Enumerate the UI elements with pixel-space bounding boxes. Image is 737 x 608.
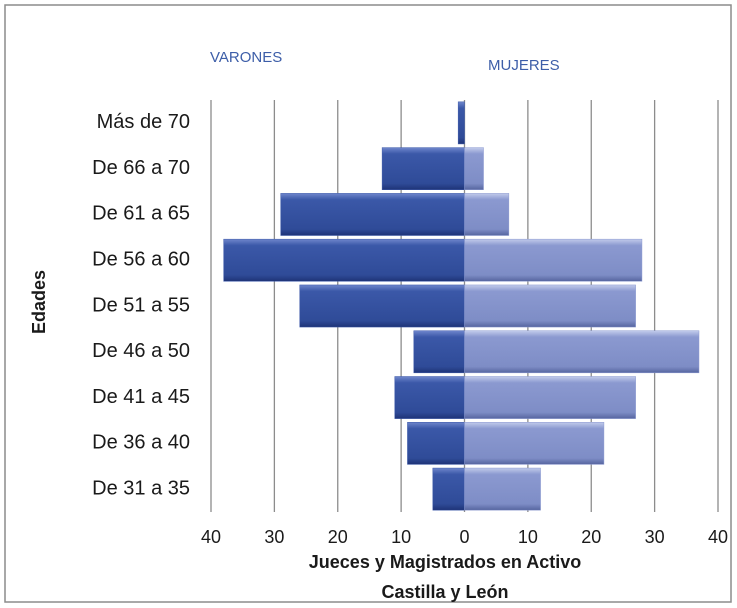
y-tick-label: De 56 a 60 <box>92 249 190 271</box>
y-tick-label: Más de 70 <box>97 111 190 133</box>
bar <box>432 467 465 511</box>
x-tick-label: 30 <box>264 527 284 547</box>
x-tick-label: 10 <box>391 527 411 547</box>
y-axis-title: Edades <box>29 270 49 334</box>
y-tick-label: De 51 a 55 <box>92 294 190 316</box>
x-axis-title: Jueces y Magistrados en Activo <box>309 552 581 572</box>
bar <box>464 284 636 328</box>
y-tick-label: De 36 a 40 <box>92 432 190 454</box>
bar <box>464 376 636 419</box>
bar <box>394 376 465 419</box>
x-tick-label: 40 <box>708 527 728 547</box>
x-axis-title: Castilla y León <box>381 582 508 602</box>
side-label: VARONES <box>210 49 282 66</box>
bar <box>280 193 465 236</box>
bar <box>464 193 510 236</box>
y-tick-label: De 46 a 50 <box>92 340 190 362</box>
bar <box>299 284 465 328</box>
bar <box>464 467 541 511</box>
bar <box>413 330 465 374</box>
bar <box>223 238 465 282</box>
x-tick-label: 30 <box>645 527 665 547</box>
x-tick-label: 40 <box>201 527 221 547</box>
side-label: MUJERES <box>488 57 560 74</box>
bar <box>464 422 605 465</box>
bar <box>464 330 700 374</box>
x-tick-label: 20 <box>581 527 601 547</box>
y-tick-label: De 61 a 65 <box>92 203 190 225</box>
y-tick-label: De 31 a 35 <box>92 477 190 499</box>
bar <box>464 238 643 282</box>
x-tick-label: 20 <box>328 527 348 547</box>
x-tick-label: 10 <box>518 527 538 547</box>
bar <box>381 147 465 190</box>
bar <box>407 422 465 465</box>
bar <box>464 147 484 190</box>
bar <box>457 101 465 145</box>
y-tick-label: De 41 a 45 <box>92 386 190 408</box>
y-tick-label: De 66 a 70 <box>92 157 190 179</box>
x-tick-label: 0 <box>459 527 469 547</box>
